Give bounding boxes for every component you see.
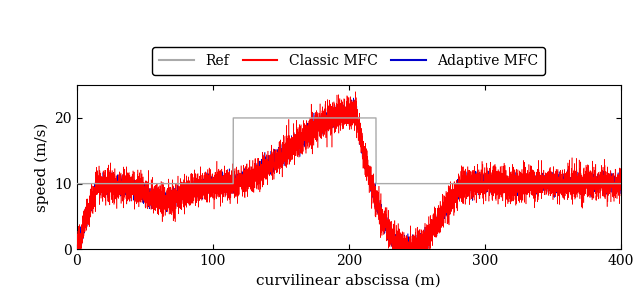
Y-axis label: speed (m/s): speed (m/s) bbox=[35, 123, 49, 212]
Legend: Ref, Classic MFC, Adaptive MFC: Ref, Classic MFC, Adaptive MFC bbox=[152, 47, 545, 75]
X-axis label: curvilinear abscissa (m): curvilinear abscissa (m) bbox=[257, 274, 441, 288]
